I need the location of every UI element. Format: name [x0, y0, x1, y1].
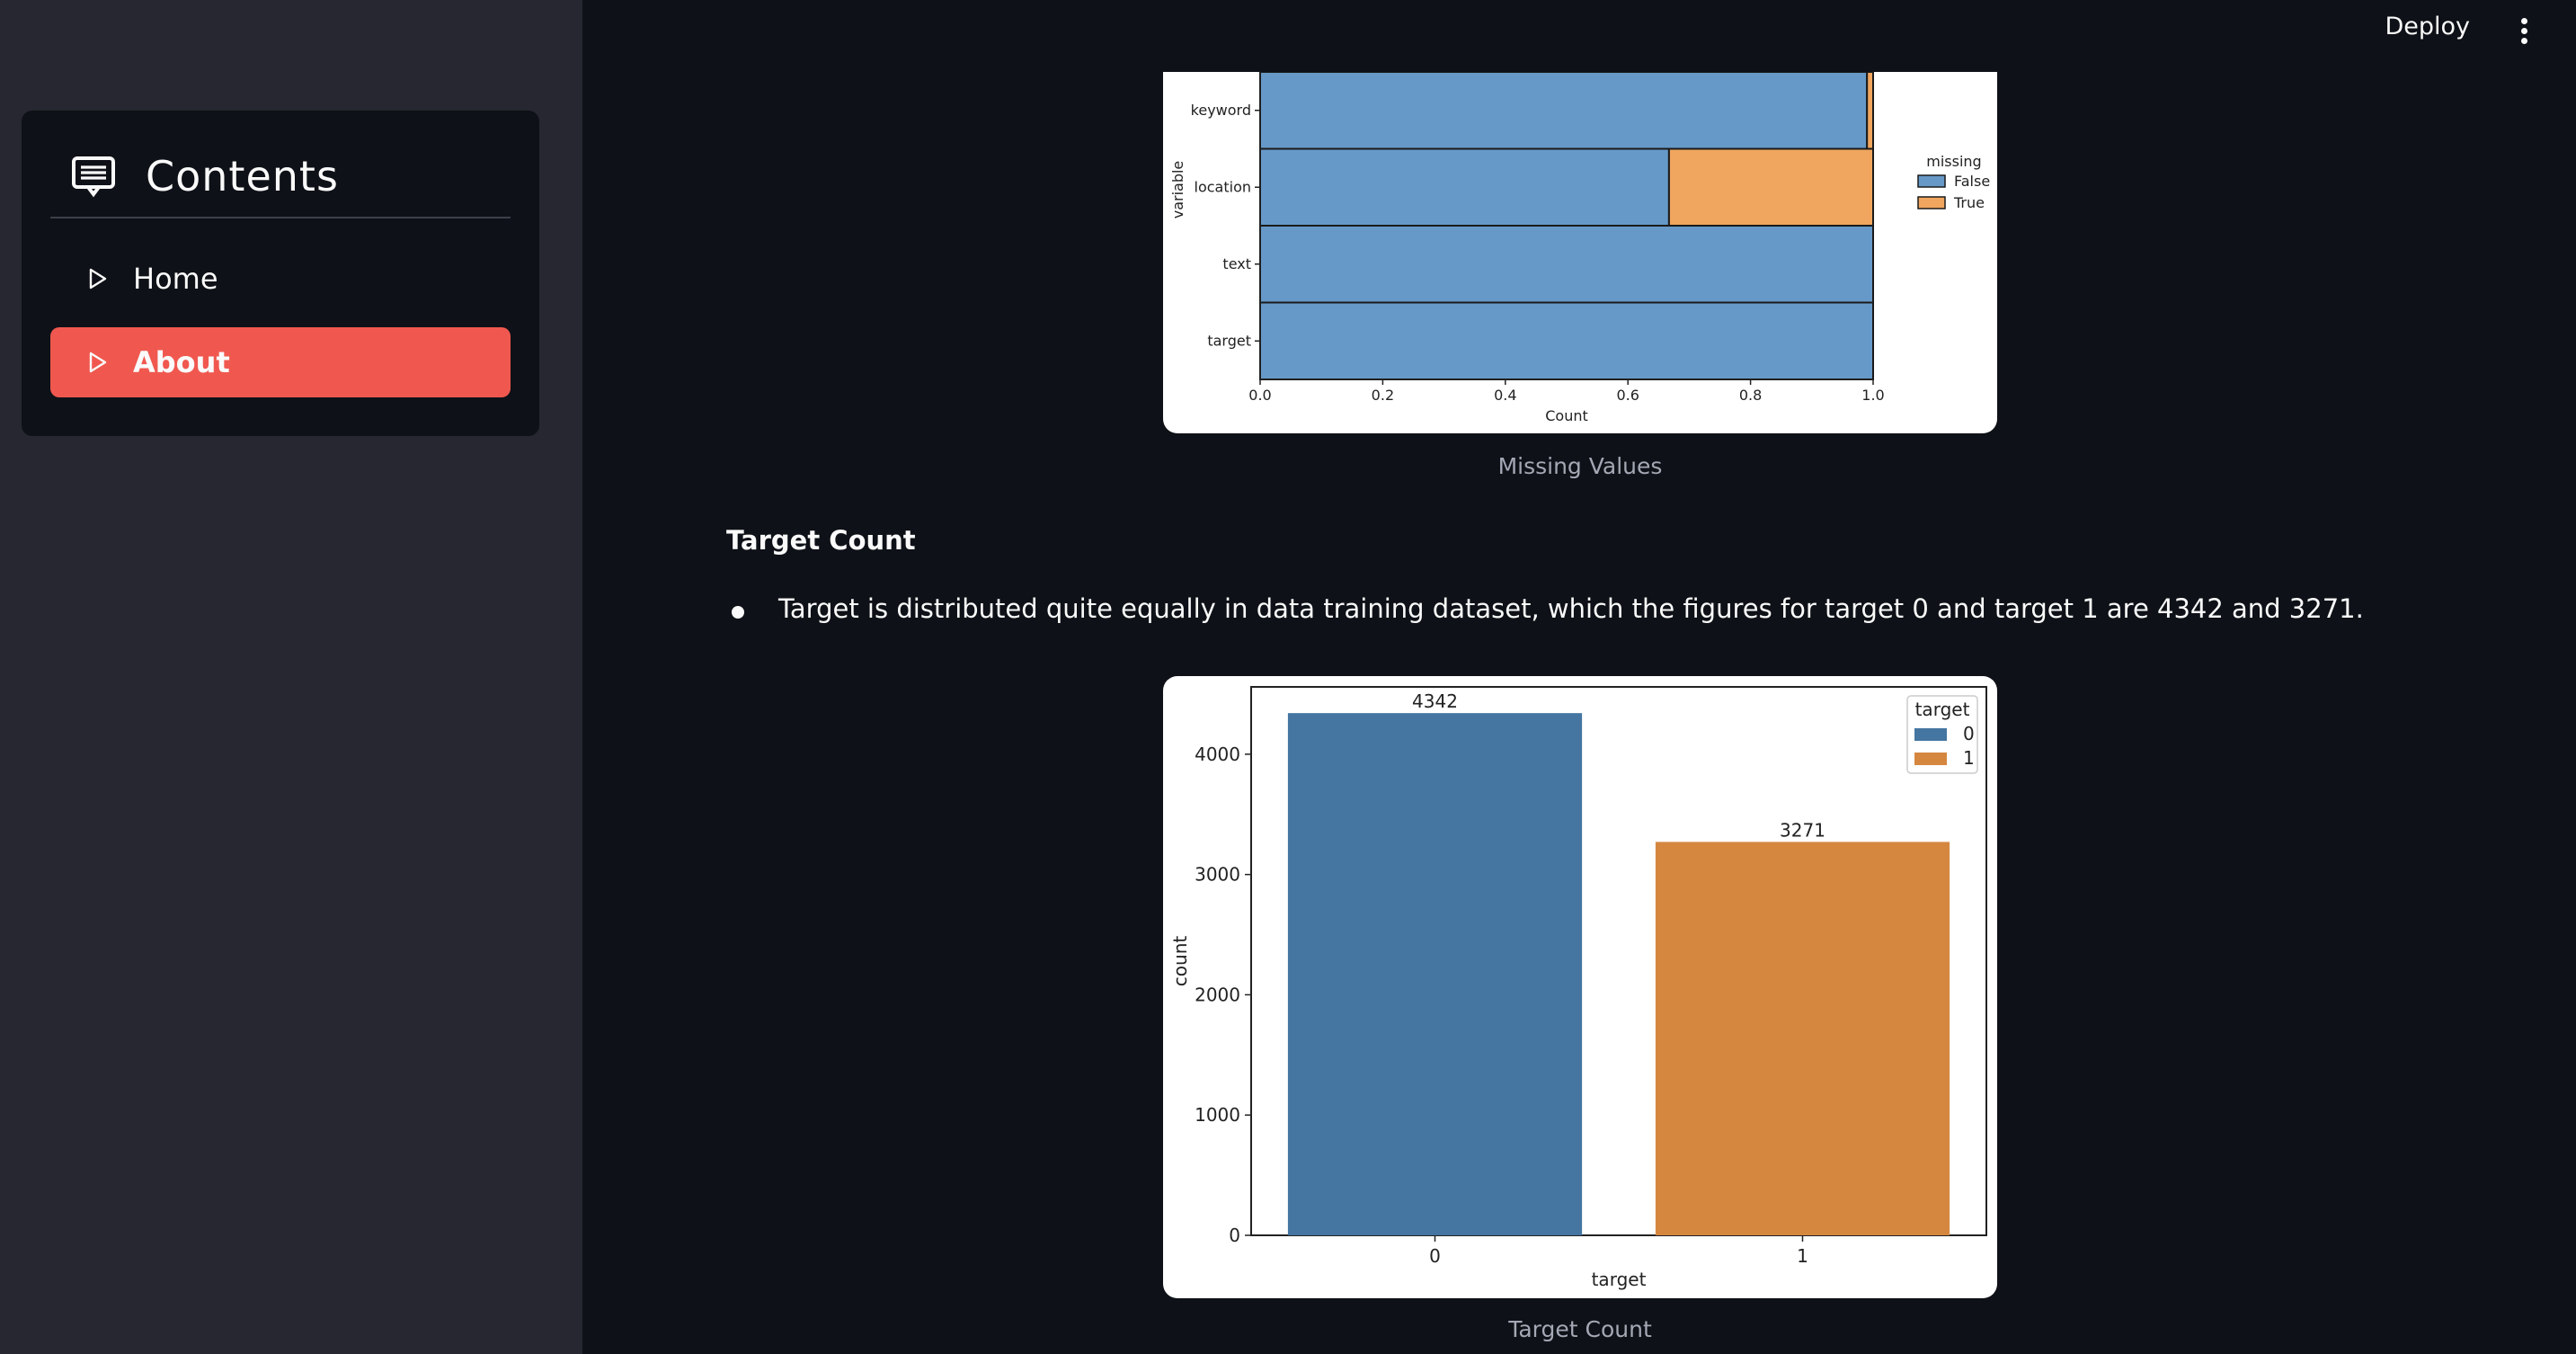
x-tick-label: 1.0 — [1861, 387, 1884, 404]
x-tick-label: 0.8 — [1739, 387, 1762, 404]
bullet-text: Target is distributed quite equally in d… — [778, 593, 2364, 624]
section-heading: Target Count — [726, 525, 916, 556]
sidebar-item-home[interactable]: Home — [50, 244, 511, 314]
bar-target-0 — [1287, 713, 1583, 1235]
bar-true-keyword — [1866, 72, 1874, 150]
data-label: 4342 — [1412, 690, 1458, 712]
y-tick-label: text — [1222, 255, 1251, 272]
sidebar-item-label: Home — [133, 262, 218, 296]
bullet-dot — [732, 606, 744, 619]
legend-swatch-0 — [1914, 728, 1947, 741]
sidebar: Contents Home About — [0, 0, 582, 1354]
y-axis-label: count — [1169, 936, 1191, 987]
missing-values-chart-card: keyword location text target 0.0 0.2 0.4 0.6 0.8… — [1163, 72, 1997, 433]
y-tick-label: 4000 — [1195, 744, 1240, 765]
legend-swatch-true — [1917, 196, 1946, 209]
play-outline-icon — [89, 268, 107, 290]
target-count-chart: 4342 0 3271 1 0 1000 2000 3000 4000 target count ta… — [1169, 686, 1987, 1290]
y-tick-label: location — [1195, 178, 1251, 195]
legend-title: missing — [1926, 153, 1981, 170]
y-tick-label: keyword — [1191, 102, 1251, 119]
legend-label: True — [1953, 194, 1985, 211]
y-tick-label: 1000 — [1195, 1104, 1240, 1126]
bar-true-location — [1667, 147, 1874, 227]
y-tick-label: 3000 — [1195, 864, 1240, 886]
bar-false-text — [1259, 225, 1874, 304]
app-header: Deploy — [582, 0, 2576, 63]
plot-frame — [1250, 686, 1987, 1236]
sidebar-item-label: About — [133, 345, 230, 379]
x-axis-label: Count — [1545, 407, 1588, 424]
option-menu: Contents Home About — [22, 111, 539, 436]
missing-values-caption: Missing Values — [1497, 453, 1663, 479]
y-tick-label: target — [1207, 332, 1251, 349]
sidebar-item-about[interactable]: About — [50, 327, 511, 397]
target-count-chart-card: 4342 0 3271 1 0 1000 2000 3000 4000 target count ta… — [1163, 676, 1997, 1298]
x-axis-label: target — [1592, 1269, 1647, 1290]
x-tick-label: 0.2 — [1372, 387, 1394, 404]
deploy-button[interactable]: Deploy — [2385, 13, 2470, 40]
menu-header: Contents — [70, 145, 339, 208]
kebab-icon[interactable] — [2518, 18, 2529, 45]
menu-title: Contents — [146, 152, 339, 200]
legend-label: 0 — [1963, 723, 1975, 744]
data-label: 3271 — [1780, 819, 1825, 841]
bar-false-keyword — [1259, 72, 1869, 150]
bar-false-location — [1259, 147, 1670, 227]
x-tick-label: 0 — [1429, 1245, 1441, 1267]
legend-label: False — [1954, 173, 1990, 190]
menu-divider — [50, 217, 511, 218]
x-tick-label: 1 — [1797, 1245, 1808, 1267]
x-tick-label: 0.0 — [1248, 387, 1271, 404]
bar-target-1 — [1655, 842, 1950, 1235]
legend-swatch-1 — [1914, 753, 1947, 765]
legend-title: target — [1915, 699, 1970, 720]
play-outline-icon — [89, 352, 107, 373]
legend-swatch-false — [1917, 174, 1946, 188]
message-icon — [72, 156, 115, 198]
y-tick-label: 0 — [1229, 1225, 1240, 1246]
x-tick-label: 0.4 — [1494, 387, 1516, 404]
y-axis-label: variable — [1169, 161, 1186, 219]
x-tick-label: 0.6 — [1616, 387, 1639, 404]
legend-label: 1 — [1963, 747, 1975, 769]
target-count-caption: Target Count — [1508, 1316, 1652, 1342]
missing-values-chart: keyword location text target 0.0 0.2 0.4 0.6 0.8… — [1169, 72, 1990, 424]
y-tick-label: 2000 — [1195, 984, 1240, 1005]
bar-false-target — [1259, 301, 1874, 380]
